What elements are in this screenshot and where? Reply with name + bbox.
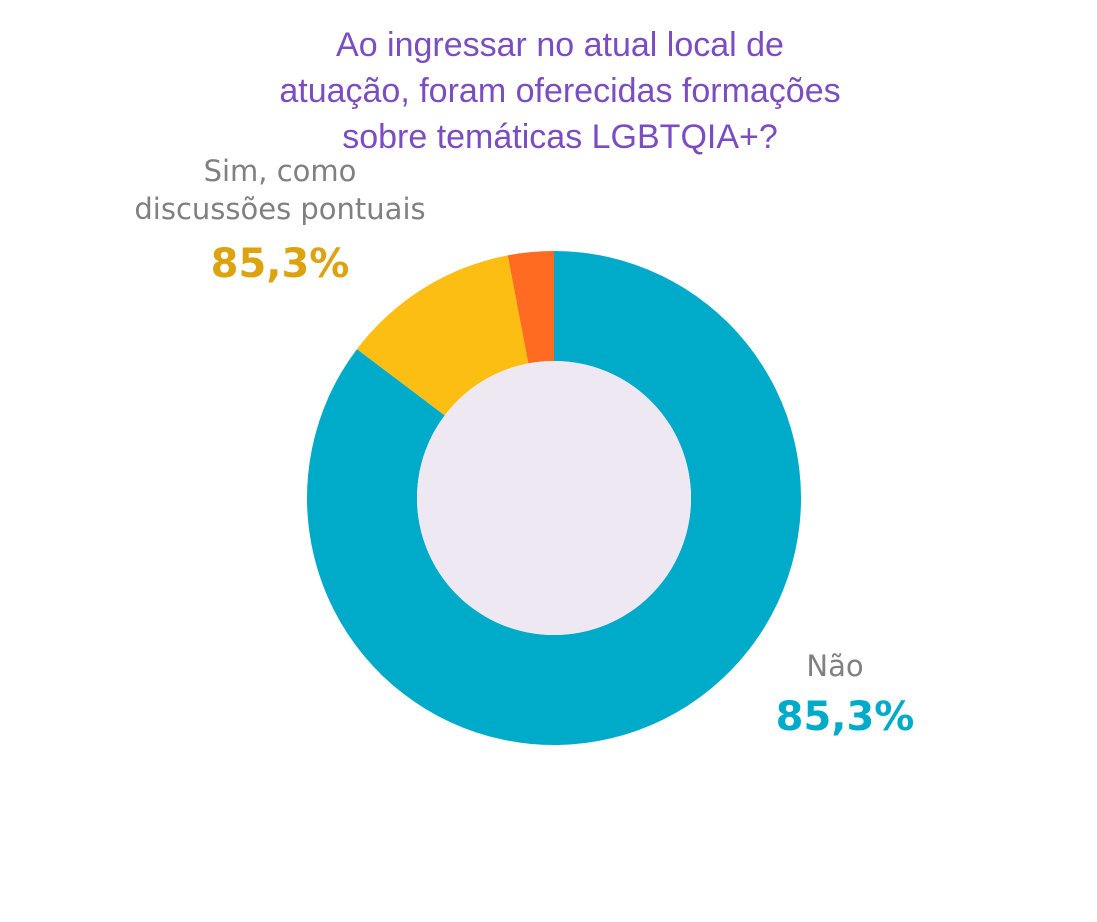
chart-title-line-3: sobre temáticas LGBTQIA+?: [342, 118, 778, 156]
slice-label-sim-pontuais: Sim, como discussões pontuais: [130, 152, 430, 228]
slice-label-sim-pontuais-line-1: Sim, como: [203, 154, 357, 188]
donut-slice-1: [307, 251, 801, 745]
slice-value-sim-pontuais: 85,3%: [210, 241, 350, 287]
slice-label-sim-pontuais-line-2: discussões pontuais: [134, 192, 426, 226]
donut-center: [417, 361, 691, 635]
slice-value-nao: 85,3%: [775, 694, 915, 740]
chart-title-line-1: Ao ingressar no atual local de: [336, 26, 784, 64]
chart-title: Ao ingressar no atual local de atuação, …: [200, 22, 920, 160]
donut-slice-2: [356, 255, 529, 416]
chart-title-line-2: atuação, foram oferecidas formações: [279, 72, 841, 110]
slice-label-nao: Não: [806, 649, 864, 683]
donut-slice-3: [507, 251, 554, 364]
